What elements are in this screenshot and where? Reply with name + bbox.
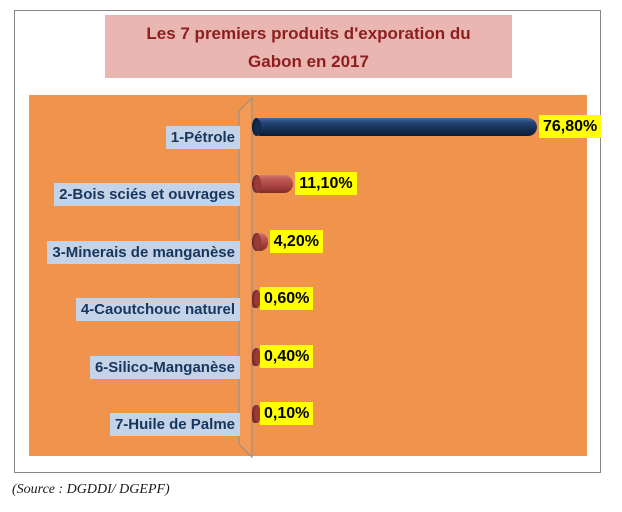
axis-wall-3d: [238, 96, 253, 459]
bar: [252, 233, 268, 251]
chart-title-line1: Les 7 premiers produits d'exporation du: [146, 24, 471, 43]
chart-title-line2: Gabon en 2017: [248, 52, 369, 71]
category-label: 3-Minerais de manganèse: [47, 241, 240, 265]
value-label: 11,10%: [295, 172, 357, 196]
bar: [252, 175, 294, 193]
bar: [252, 348, 261, 366]
bar: [252, 405, 261, 423]
plot-area: 1-Pétrole 76,80% 2-Bois sciés et ouvrages 1…: [29, 95, 602, 459]
category-label: 7-Huile de Palme: [109, 413, 240, 437]
chart-title: Les 7 premiers produits d'exporation du …: [105, 15, 512, 78]
value-label: 0,40%: [260, 345, 314, 369]
bar: [252, 290, 261, 308]
value-label: 76,80%: [539, 115, 602, 139]
value-label: 0,60%: [260, 287, 314, 311]
category-label: 2-Bois sciés et ouvrages: [54, 183, 240, 207]
value-label: 0,10%: [260, 402, 314, 426]
source-note: (Source : DGDDI/ DGEPF): [12, 482, 170, 497]
bar: [252, 118, 537, 136]
category-label: 1-Pétrole: [165, 126, 240, 150]
category-label: 6-Silico-Manganèse: [89, 356, 240, 380]
value-label: 4,20%: [269, 230, 323, 254]
category-label: 4-Caoutchouc naturel: [75, 298, 240, 322]
